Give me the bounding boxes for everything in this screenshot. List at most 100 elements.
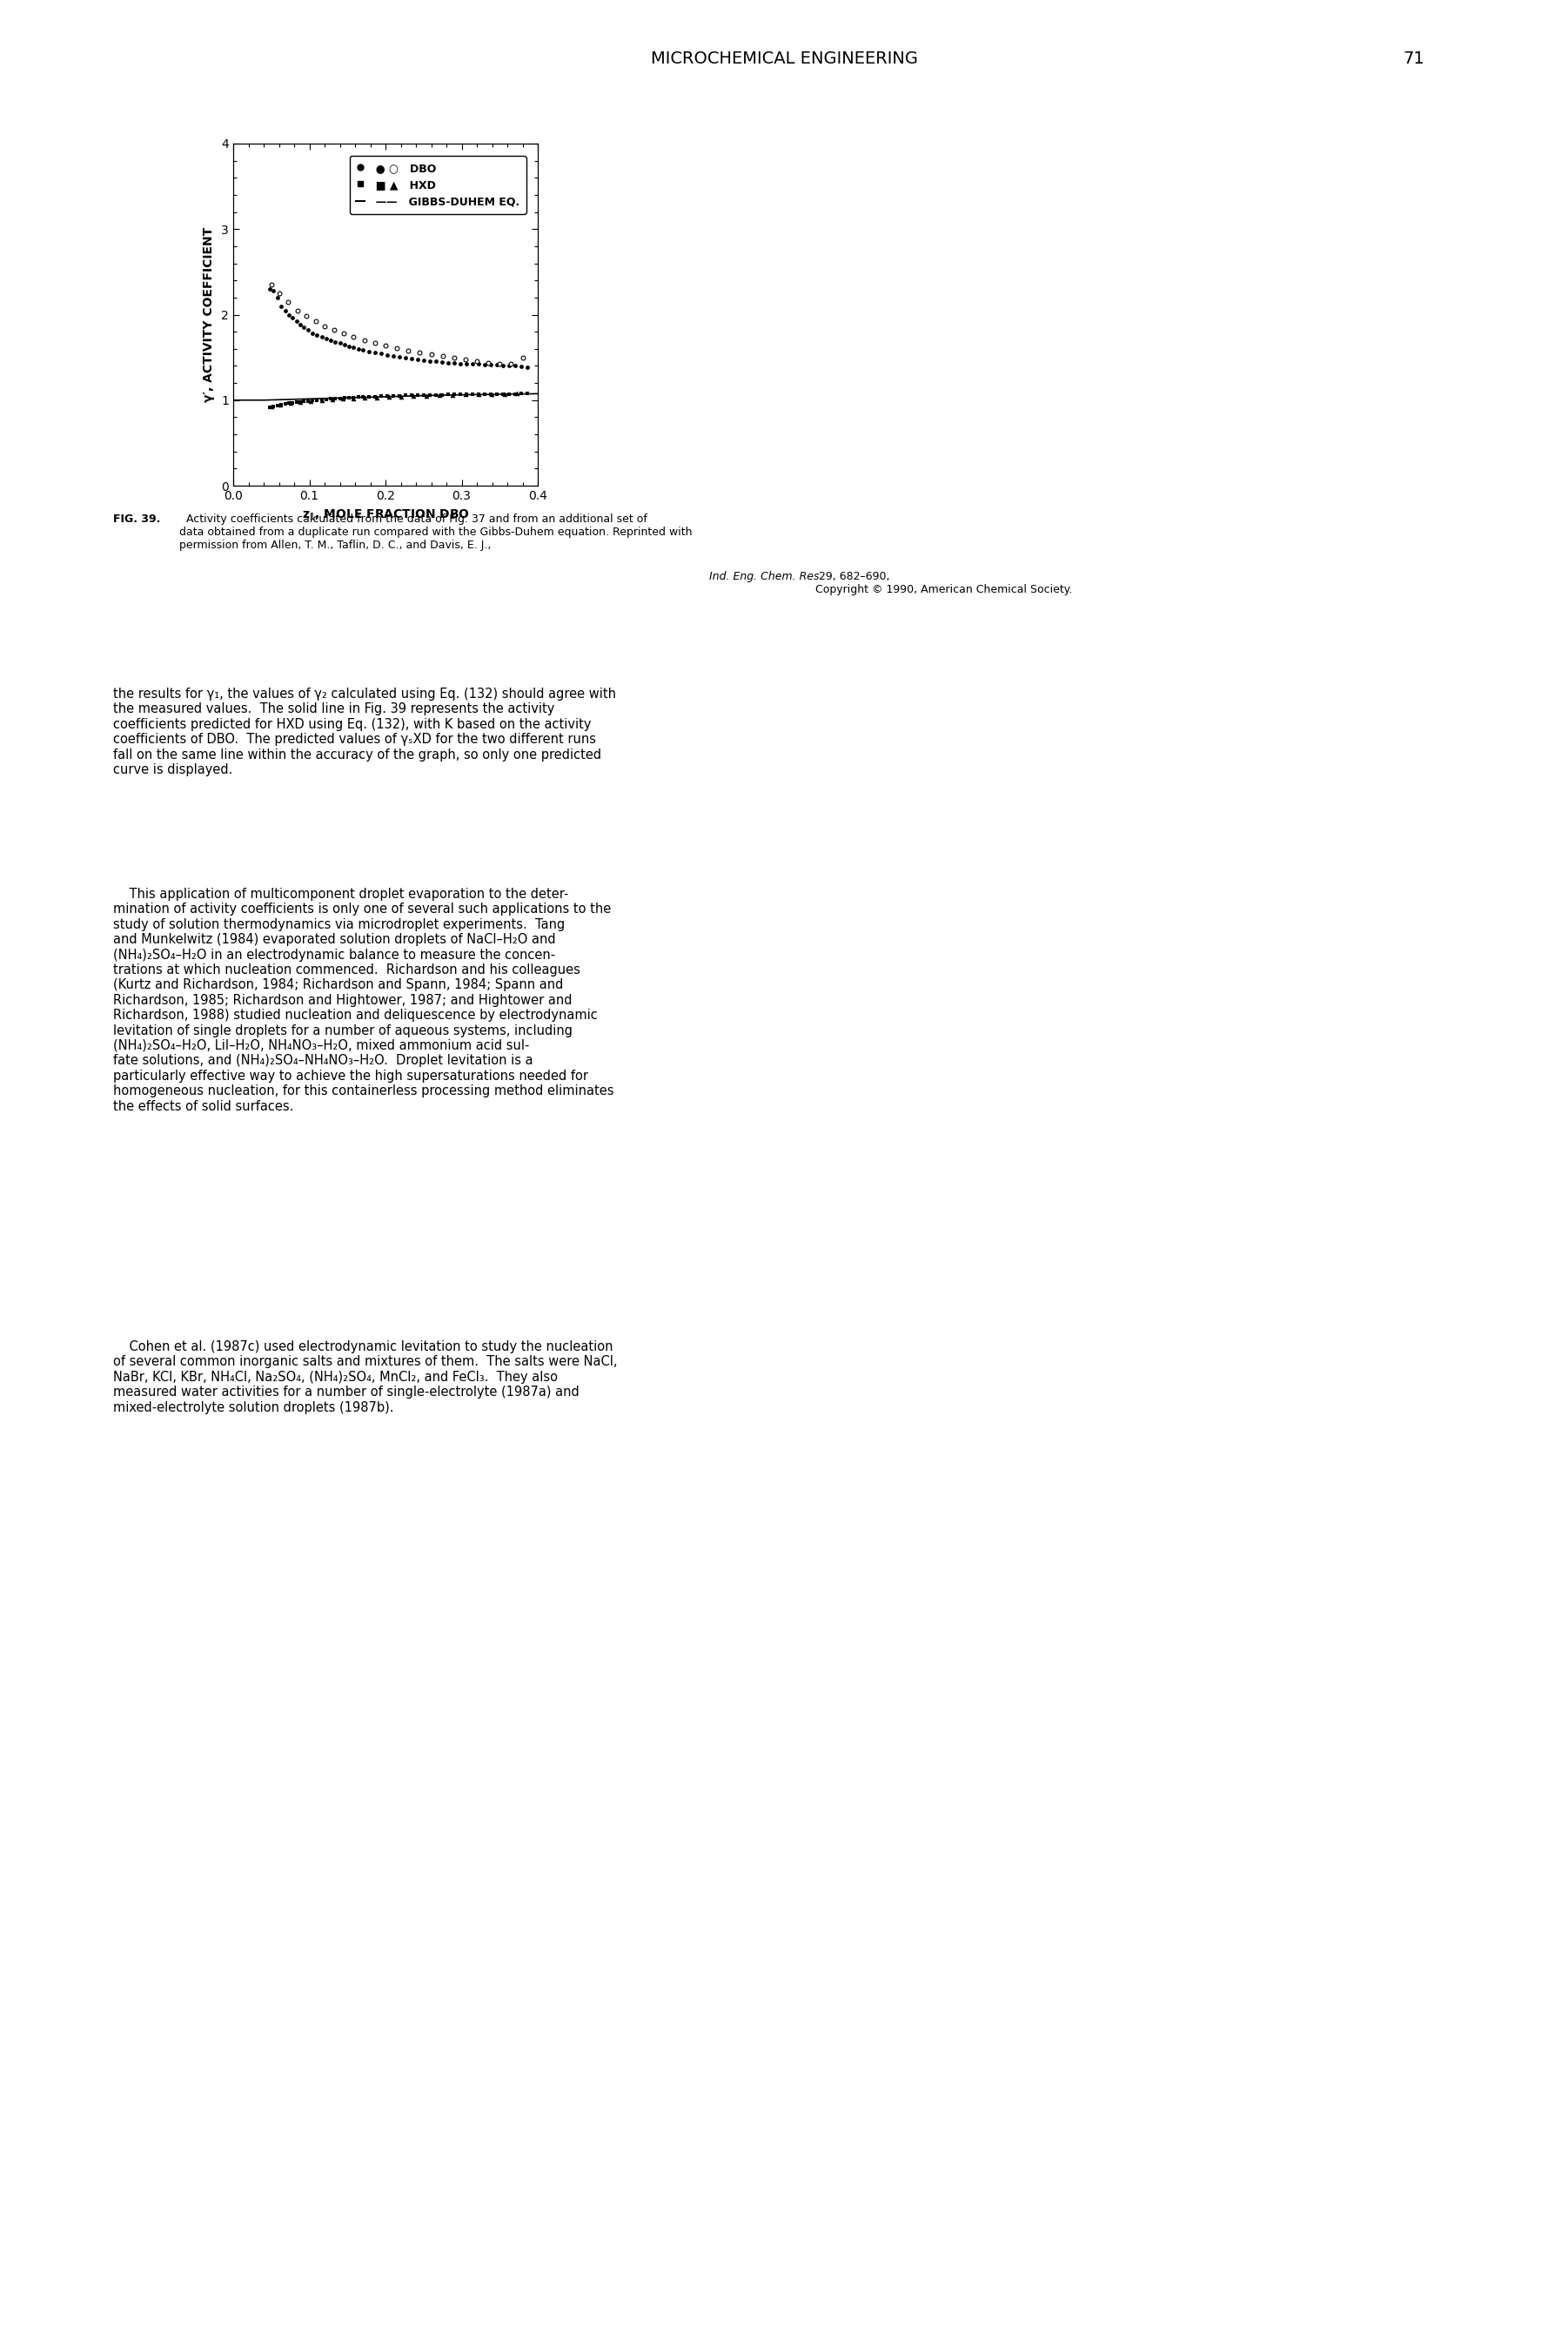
Point: [368, 378, 394, 416]
Point: [345, 378, 370, 416]
Point: [332, 378, 358, 416]
Point: [260, 272, 285, 310]
Point: [268, 385, 293, 423]
Point: [281, 383, 306, 420]
Point: [340, 329, 365, 366]
Point: [276, 282, 301, 319]
Point: [293, 298, 318, 336]
Point: [298, 383, 323, 420]
Point: [381, 336, 406, 373]
Point: [466, 376, 491, 413]
Point: [368, 334, 394, 371]
Point: [350, 378, 375, 416]
Point: [265, 280, 290, 317]
Point: [447, 376, 472, 413]
Point: [417, 376, 442, 413]
Point: [491, 376, 516, 413]
Point: [472, 376, 497, 413]
Point: [405, 376, 430, 413]
Point: [295, 383, 320, 420]
Point: [320, 381, 345, 418]
Point: [309, 317, 334, 355]
Point: [314, 381, 339, 418]
Point: [337, 327, 362, 364]
Point: [430, 343, 455, 381]
Point: [387, 378, 412, 416]
Point: [466, 376, 491, 413]
Point: [453, 341, 478, 378]
Text: the results for γ₁, the values of γ₂ calculated using Eq. (132) should agree wit: the results for γ₁, the values of γ₂ cal…: [113, 688, 616, 775]
Point: [447, 345, 472, 383]
Point: [508, 373, 533, 411]
Text: 29, 682–690,
Copyright © 1990, American Chemical Society.: 29, 682–690, Copyright © 1990, American …: [815, 571, 1073, 594]
Point: [411, 376, 436, 413]
Point: [268, 385, 293, 423]
Point: [411, 341, 436, 378]
Point: [392, 376, 417, 413]
Point: [259, 265, 284, 303]
Point: [362, 324, 387, 362]
Text: MICROCHEMICAL ENGINEERING: MICROCHEMICAL ENGINEERING: [651, 49, 917, 68]
Text: This application of multicomponent droplet evaporation to the deter-
mination of: This application of multicomponent dropl…: [113, 888, 615, 1113]
Point: [466, 345, 491, 383]
Text: Cohen et al. (1987c) used electrodynamic levitation to study the nucleation
of s: Cohen et al. (1987c) used electrodynamic…: [113, 1341, 618, 1414]
Point: [502, 348, 527, 385]
Point: [488, 345, 513, 383]
Point: [299, 381, 325, 418]
Y-axis label: γ′, ACTIVITY COEFFICIENT: γ′, ACTIVITY COEFFICIENT: [202, 228, 215, 402]
Point: [375, 336, 400, 373]
Point: [398, 341, 423, 378]
Point: [459, 376, 485, 413]
Point: [478, 345, 503, 383]
Point: [292, 308, 317, 345]
Point: [331, 381, 356, 418]
Point: [257, 270, 282, 308]
Text: 71: 71: [1403, 49, 1425, 68]
Point: [401, 378, 426, 416]
Point: [442, 376, 467, 413]
Point: [405, 341, 430, 378]
Point: [508, 348, 533, 385]
Point: [309, 381, 334, 418]
Text: Activity coefficients calculated from the data of Fig. 37 and from an additional: Activity coefficients calculated from th…: [179, 514, 691, 552]
Point: [381, 378, 406, 416]
Point: [423, 343, 448, 381]
Point: [478, 376, 503, 413]
Point: [464, 343, 489, 381]
Point: [318, 322, 343, 359]
Point: [430, 336, 455, 373]
Point: [332, 327, 358, 364]
Point: [340, 378, 365, 416]
Point: [318, 381, 343, 418]
Point: [485, 345, 510, 383]
Point: [260, 388, 285, 425]
Point: [362, 378, 387, 416]
Point: [364, 378, 389, 416]
Point: [285, 291, 310, 329]
Text: FIG. 39.: FIG. 39.: [113, 514, 160, 524]
Point: [453, 345, 478, 383]
Point: [321, 310, 347, 348]
Point: [442, 338, 467, 376]
Point: [268, 287, 293, 324]
Point: [309, 381, 334, 418]
Point: [373, 327, 398, 364]
Point: [340, 317, 365, 355]
Point: [436, 376, 461, 413]
Point: [323, 324, 348, 362]
Point: [345, 329, 370, 366]
Point: [295, 310, 320, 348]
Point: [350, 331, 375, 369]
Point: [331, 315, 356, 352]
Point: [514, 373, 539, 411]
Point: [375, 378, 400, 416]
Point: [419, 336, 444, 373]
Text: Ind. Eng. Chem. Res.: Ind. Eng. Chem. Res.: [709, 571, 823, 583]
Point: [491, 348, 516, 385]
Point: [284, 303, 309, 341]
Point: [287, 383, 312, 420]
Point: [472, 345, 497, 383]
Point: [314, 319, 339, 357]
Point: [323, 381, 348, 418]
Point: [436, 343, 461, 381]
